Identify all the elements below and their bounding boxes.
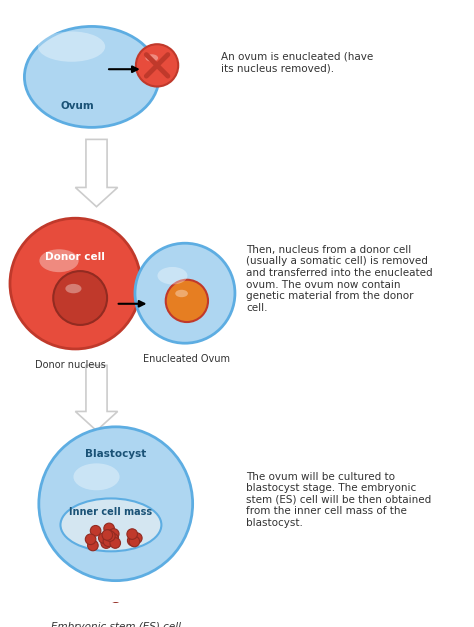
Circle shape [108, 533, 118, 544]
Text: Donor cell: Donor cell [46, 251, 105, 261]
Text: Inner cell mass: Inner cell mass [69, 507, 153, 517]
Ellipse shape [175, 290, 188, 297]
Ellipse shape [73, 463, 119, 490]
Circle shape [109, 529, 119, 539]
Circle shape [88, 540, 98, 551]
Ellipse shape [38, 31, 105, 62]
Circle shape [127, 529, 137, 539]
FancyArrow shape [75, 139, 118, 207]
Circle shape [91, 525, 101, 536]
Text: Then, nucleus from a donor cell
(usually a somatic cell) is removed
and transfer: Then, nucleus from a donor cell (usually… [246, 245, 433, 313]
Circle shape [39, 427, 192, 581]
Circle shape [109, 603, 122, 616]
Circle shape [101, 538, 111, 549]
Text: Blastocyst: Blastocyst [85, 449, 146, 459]
Ellipse shape [157, 267, 187, 285]
Circle shape [103, 530, 113, 540]
Ellipse shape [65, 284, 82, 293]
Text: The ovum will be cultured to
blastocyst stage. The embryonic
stem (ES) cell will: The ovum will be cultured to blastocyst … [246, 472, 432, 528]
Circle shape [129, 536, 140, 547]
Text: Donor nucleus: Donor nucleus [35, 361, 106, 371]
FancyArrow shape [75, 366, 118, 431]
Ellipse shape [24, 26, 159, 127]
Circle shape [135, 243, 235, 343]
Circle shape [99, 533, 109, 544]
Circle shape [136, 45, 178, 87]
Circle shape [110, 538, 120, 548]
Circle shape [85, 534, 96, 545]
Text: An ovum is enucleated (have
its nucleus removed).: An ovum is enucleated (have its nucleus … [221, 51, 374, 73]
Circle shape [131, 533, 142, 544]
Circle shape [128, 535, 138, 546]
Ellipse shape [146, 55, 158, 61]
Ellipse shape [39, 250, 79, 272]
Circle shape [53, 271, 107, 325]
Circle shape [104, 523, 114, 534]
Circle shape [108, 534, 118, 544]
Circle shape [102, 530, 113, 540]
Circle shape [10, 218, 141, 349]
Text: Ovum: Ovum [60, 101, 94, 111]
Circle shape [166, 280, 208, 322]
Circle shape [105, 531, 115, 541]
Ellipse shape [61, 498, 162, 551]
Text: Enucleated Ovum: Enucleated Ovum [143, 354, 230, 364]
Circle shape [103, 536, 114, 547]
Text: Embryonic stem (ES) cell: Embryonic stem (ES) cell [51, 622, 181, 627]
